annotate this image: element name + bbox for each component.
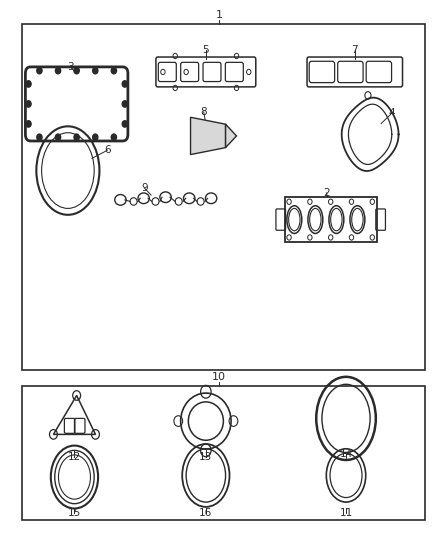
Circle shape [111,134,117,140]
Bar [285,197,377,242]
Text: 8: 8 [200,107,207,117]
Circle shape [37,68,42,74]
Polygon shape [226,124,237,148]
Text: 2: 2 [323,188,330,198]
Bar [22,386,425,520]
Text: 3: 3 [67,62,74,71]
Circle shape [92,68,98,74]
Text: 6: 6 [104,146,111,155]
Text: 7: 7 [351,45,358,55]
Text: 12: 12 [68,453,81,462]
Bar [22,24,425,370]
Text: 9: 9 [141,183,148,193]
Circle shape [122,101,127,107]
Circle shape [26,120,31,127]
Polygon shape [191,117,226,155]
Circle shape [26,101,31,107]
Text: 4: 4 [389,108,396,118]
Text: 1: 1 [215,10,223,20]
Text: 5: 5 [202,45,209,55]
Text: 13: 13 [199,453,212,462]
Circle shape [55,68,60,74]
Circle shape [122,120,127,127]
Text: 15: 15 [68,508,81,518]
Text: 10: 10 [212,372,226,382]
Circle shape [55,134,60,140]
Circle shape [26,80,31,87]
Text: 16: 16 [199,508,212,518]
Circle shape [74,134,79,140]
Circle shape [74,68,79,74]
Circle shape [122,80,127,87]
Text: 11: 11 [339,508,353,518]
Circle shape [111,68,117,74]
Circle shape [37,134,42,140]
Text: 14: 14 [339,449,353,459]
Circle shape [92,134,98,140]
